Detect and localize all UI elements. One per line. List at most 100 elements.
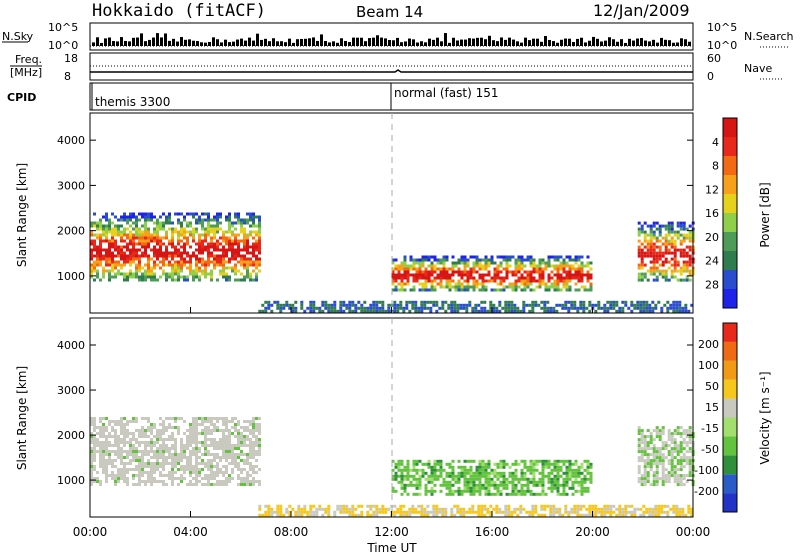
echo-cell xyxy=(472,474,476,478)
echo-cell xyxy=(105,215,108,219)
echo-cell xyxy=(204,477,207,480)
echo-cell xyxy=(490,276,494,280)
echo-cell xyxy=(423,513,427,517)
echo-cell xyxy=(565,477,569,481)
echo-cell xyxy=(666,306,670,310)
echo-cell xyxy=(571,264,575,268)
echo-cell xyxy=(138,456,141,459)
echo-cell xyxy=(435,504,439,508)
echo-cell xyxy=(246,248,249,252)
echo-cell xyxy=(454,477,458,481)
echo-cell xyxy=(501,510,505,514)
echo-cell xyxy=(450,507,454,511)
echo-cell xyxy=(138,441,141,444)
echo-cell xyxy=(655,251,659,255)
echo-cell xyxy=(180,477,183,480)
echo-cell xyxy=(409,480,413,484)
echo-cell xyxy=(333,300,337,304)
echo-cell xyxy=(652,263,656,267)
echo-cell xyxy=(418,483,422,487)
echo-cell xyxy=(556,270,560,274)
echo-cell xyxy=(171,468,174,471)
echo-cell xyxy=(673,468,677,472)
echo-cell xyxy=(574,261,578,265)
echo-cell xyxy=(444,510,448,514)
echo-cell xyxy=(463,258,467,262)
echo-cell xyxy=(532,261,536,265)
echo-cell xyxy=(403,255,407,259)
echo-cell xyxy=(448,282,452,286)
echo-cell xyxy=(670,453,674,457)
echo-cell xyxy=(514,264,518,268)
echo-cell xyxy=(129,224,132,228)
echo-cell xyxy=(111,254,114,258)
echo-cell xyxy=(460,261,464,265)
nsky-bar xyxy=(336,42,339,46)
echo-cell xyxy=(141,459,144,462)
echo-cell xyxy=(559,483,563,487)
echo-cell xyxy=(225,456,228,459)
echo-cell xyxy=(138,480,141,483)
echo-cell xyxy=(159,227,162,231)
echo-cell xyxy=(162,260,165,264)
echo-cell xyxy=(451,492,455,496)
echo-cell xyxy=(469,471,473,475)
echo-cell xyxy=(483,300,487,304)
echo-cell xyxy=(102,462,105,465)
echo-cell xyxy=(156,242,159,246)
echo-cell xyxy=(222,245,225,249)
nsky-bar xyxy=(364,41,367,46)
echo-cell xyxy=(144,233,147,237)
nsky-bar xyxy=(268,41,271,46)
echo-cell xyxy=(480,300,484,304)
nsky-bar xyxy=(636,38,639,46)
echo-cell xyxy=(667,435,671,439)
echo-cell xyxy=(246,212,249,216)
echo-cell xyxy=(424,462,428,466)
echo-cell xyxy=(427,477,431,481)
echo-cell xyxy=(481,282,485,286)
echo-cell xyxy=(228,453,231,456)
echo-cell xyxy=(456,309,460,313)
echo-cell xyxy=(117,245,120,249)
colorbar-segment xyxy=(723,455,737,475)
echo-cell xyxy=(162,221,165,225)
echo-cell xyxy=(679,224,683,228)
echo-cell xyxy=(90,221,93,225)
echo-cell xyxy=(186,260,189,264)
echo-cell xyxy=(141,471,144,474)
echo-cell xyxy=(90,468,93,471)
echo-cell xyxy=(168,242,171,246)
echo-cell xyxy=(406,459,410,463)
echo-cell xyxy=(204,236,207,240)
echo-cell xyxy=(568,288,572,292)
echo-cell xyxy=(381,300,385,304)
colorbar-tick: -100 xyxy=(694,464,719,477)
echo-cell xyxy=(240,459,243,462)
echo-cell xyxy=(652,456,656,460)
echo-cell xyxy=(559,459,563,463)
echo-cell xyxy=(120,218,123,222)
echo-cell xyxy=(141,480,144,483)
echo-cell xyxy=(231,417,234,420)
echo-cell xyxy=(499,483,503,487)
echo-cell xyxy=(652,242,656,246)
echo-cell xyxy=(117,450,120,453)
echo-cell xyxy=(504,504,508,508)
echo-cell xyxy=(243,263,246,267)
echo-cell xyxy=(135,227,138,231)
echo-cell xyxy=(496,273,500,277)
echo-cell xyxy=(183,447,186,450)
echo-cell xyxy=(141,272,144,276)
echo-cell xyxy=(276,507,280,511)
echo-cell xyxy=(99,254,102,258)
echo-cell xyxy=(249,245,252,249)
colorbar-segment xyxy=(723,379,737,399)
echo-cell xyxy=(651,513,655,517)
echo-cell xyxy=(409,468,413,472)
echo-cell xyxy=(433,288,437,292)
echo-cell xyxy=(511,489,515,493)
echo-cell xyxy=(685,432,689,436)
echo-cell xyxy=(177,242,180,246)
echo-cell xyxy=(406,492,410,496)
